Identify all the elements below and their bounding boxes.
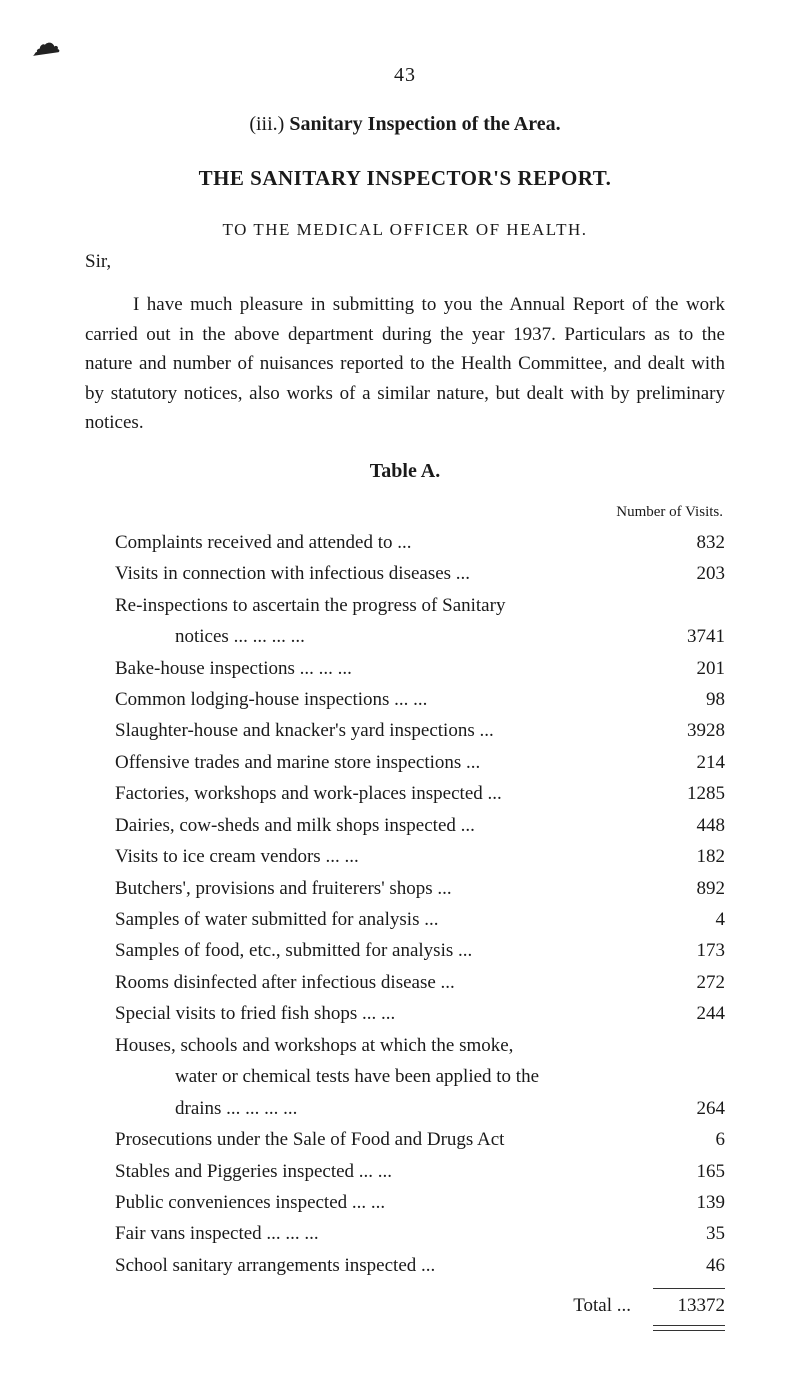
table-row: notices ... ... ... ...3741 <box>85 622 725 651</box>
row-label: Prosecutions under the Sale of Food and … <box>85 1125 653 1154</box>
row-value: 165 <box>653 1157 725 1186</box>
row-value: 182 <box>653 842 725 871</box>
table-label: Table A. <box>85 456 725 487</box>
table-row: Dairies, cow-sheds and milk shops inspec… <box>85 811 725 840</box>
row-value: 4 <box>653 905 725 934</box>
total-row: Total ... 13372 <box>85 1291 725 1320</box>
row-value: 139 <box>653 1188 725 1217</box>
row-label: Visits in connection with infectious dis… <box>85 559 653 588</box>
table-row: Re-inspections to ascertain the progress… <box>85 591 725 620</box>
row-label: Samples of water submitted for analysis … <box>85 905 653 934</box>
row-label: Special visits to fried fish shops ... .… <box>85 999 653 1028</box>
row-label: Samples of food, etc., submitted for ana… <box>85 936 653 965</box>
row-label: Factories, workshops and work-places ins… <box>85 779 653 808</box>
row-value: 264 <box>653 1094 725 1123</box>
table-row: Fair vans inspected ... ... ...35 <box>85 1219 725 1248</box>
row-label: notices ... ... ... ... <box>85 622 653 651</box>
total-label: Total ... <box>85 1291 653 1320</box>
page-number: 43 <box>85 60 725 91</box>
table-row: water or chemical tests have been applie… <box>85 1062 725 1091</box>
table-row: Special visits to fried fish shops ... .… <box>85 999 725 1028</box>
table-row: Samples of food, etc., submitted for ana… <box>85 936 725 965</box>
addressee-line: TO THE MEDICAL OFFICER OF HEALTH. <box>85 217 725 243</box>
row-label: Stables and Piggeries inspected ... ... <box>85 1157 653 1186</box>
intro-paragraph: I have much pleasure in submitting to yo… <box>85 290 725 437</box>
row-label: Public conveniences inspected ... ... <box>85 1188 653 1217</box>
row-value: 244 <box>653 999 725 1028</box>
row-value: 46 <box>653 1251 725 1280</box>
row-value: 6 <box>653 1125 725 1154</box>
total-value: 13372 <box>653 1291 725 1320</box>
page-smudge: ☁ <box>27 20 63 70</box>
row-value: 832 <box>653 528 725 557</box>
total-rule-top <box>653 1288 725 1289</box>
table-row: Bake-house inspections ... ... ...201 <box>85 654 725 683</box>
row-value: 173 <box>653 936 725 965</box>
table-row: drains ... ... ... ...264 <box>85 1094 725 1123</box>
table-row: Slaughter-house and knacker's yard inspe… <box>85 716 725 745</box>
row-label: Dairies, cow-sheds and milk shops inspec… <box>85 811 653 840</box>
table-row: School sanitary arrangements inspected .… <box>85 1251 725 1280</box>
salutation: Sir, <box>85 247 725 276</box>
table-row: Visits to ice cream vendors ... ...182 <box>85 842 725 871</box>
row-label: Rooms disinfected after infectious disea… <box>85 968 653 997</box>
row-value: 214 <box>653 748 725 777</box>
row-value: 1285 <box>653 779 725 808</box>
row-label: Re-inspections to ascertain the progress… <box>85 591 653 620</box>
row-value: 272 <box>653 968 725 997</box>
section-heading: (iii.) Sanitary Inspection of the Area. <box>85 109 725 140</box>
table-row: Visits in connection with infectious dis… <box>85 559 725 588</box>
table-row: Houses, schools and workshops at which t… <box>85 1031 725 1060</box>
row-value: 892 <box>653 874 725 903</box>
row-label: Slaughter-house and knacker's yard inspe… <box>85 716 653 745</box>
row-value: 3928 <box>653 716 725 745</box>
row-value: 35 <box>653 1219 725 1248</box>
row-label: drains ... ... ... ... <box>85 1094 653 1123</box>
row-label: water or chemical tests have been applie… <box>85 1062 653 1091</box>
row-label: Bake-house inspections ... ... ... <box>85 654 653 683</box>
table-row: Prosecutions under the Sale of Food and … <box>85 1125 725 1154</box>
visits-column-header: Number of Visits. <box>85 501 725 524</box>
row-value: 3741 <box>653 622 725 651</box>
table-row: Butchers', provisions and fruiterers' sh… <box>85 874 725 903</box>
table-body: Complaints received and attended to ...8… <box>85 528 725 1281</box>
total-rule-bottom <box>653 1325 725 1331</box>
table-row: Stables and Piggeries inspected ... ...1… <box>85 1157 725 1186</box>
row-label: School sanitary arrangements inspected .… <box>85 1251 653 1280</box>
section-title: Sanitary Inspection of the Area. <box>289 113 560 135</box>
table-row: Factories, workshops and work-places ins… <box>85 779 725 808</box>
table-row: Offensive trades and marine store inspec… <box>85 748 725 777</box>
table-row: Complaints received and attended to ...8… <box>85 528 725 557</box>
row-value: 201 <box>653 654 725 683</box>
row-value: 98 <box>653 685 725 714</box>
table-row: Common lodging-house inspections ... ...… <box>85 685 725 714</box>
row-value: 448 <box>653 811 725 840</box>
table-row: Public conveniences inspected ... ...139 <box>85 1188 725 1217</box>
table-row: Rooms disinfected after infectious disea… <box>85 968 725 997</box>
row-label: Offensive trades and marine store inspec… <box>85 748 653 777</box>
row-label: Butchers', provisions and fruiterers' sh… <box>85 874 653 903</box>
table-row: Samples of water submitted for analysis … <box>85 905 725 934</box>
section-roman: (iii.) <box>249 113 284 135</box>
row-label: Common lodging-house inspections ... ... <box>85 685 653 714</box>
row-value: 203 <box>653 559 725 588</box>
row-label: Houses, schools and workshops at which t… <box>85 1031 653 1060</box>
row-label: Visits to ice cream vendors ... ... <box>85 842 653 871</box>
row-label: Fair vans inspected ... ... ... <box>85 1219 653 1248</box>
report-title: THE SANITARY INSPECTOR'S REPORT. <box>85 162 725 195</box>
row-label: Complaints received and attended to ... <box>85 528 653 557</box>
